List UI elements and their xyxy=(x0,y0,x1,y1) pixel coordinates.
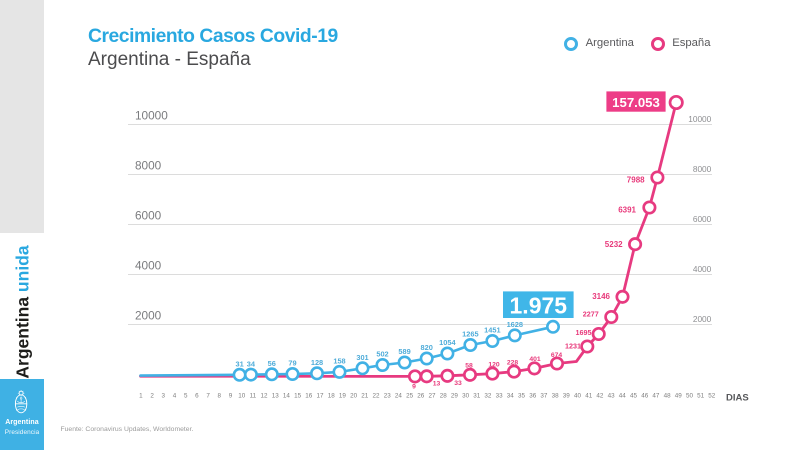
svg-text:10000: 10000 xyxy=(688,114,711,124)
svg-text:33: 33 xyxy=(454,380,462,387)
svg-text:1265: 1265 xyxy=(462,330,478,339)
svg-text:27: 27 xyxy=(428,392,436,399)
svg-text:44: 44 xyxy=(619,392,627,399)
svg-text:8: 8 xyxy=(218,392,222,399)
svg-text:37: 37 xyxy=(540,392,548,399)
svg-text:13: 13 xyxy=(272,392,280,399)
svg-text:11: 11 xyxy=(250,392,257,399)
svg-text:9: 9 xyxy=(229,392,233,399)
svg-text:3146: 3146 xyxy=(592,292,610,301)
svg-text:2000: 2000 xyxy=(135,308,162,322)
svg-text:13: 13 xyxy=(433,381,441,388)
svg-text:35: 35 xyxy=(518,392,526,399)
svg-text:1695: 1695 xyxy=(576,328,592,337)
svg-text:2000: 2000 xyxy=(693,314,712,324)
svg-text:38: 38 xyxy=(552,392,560,399)
svg-text:25: 25 xyxy=(406,392,414,399)
svg-text:56: 56 xyxy=(268,359,276,368)
svg-text:33: 33 xyxy=(496,392,504,399)
svg-text:10: 10 xyxy=(238,392,246,399)
svg-text:28: 28 xyxy=(440,392,448,399)
svg-text:9: 9 xyxy=(412,383,416,390)
svg-text:32: 32 xyxy=(484,392,492,399)
svg-text:36: 36 xyxy=(529,392,537,399)
svg-text:79: 79 xyxy=(288,359,296,368)
svg-text:6000: 6000 xyxy=(693,214,712,224)
svg-text:DIAS: DIAS xyxy=(726,392,749,403)
svg-text:2: 2 xyxy=(150,392,154,399)
svg-text:34: 34 xyxy=(507,392,515,399)
svg-text:19: 19 xyxy=(339,392,347,399)
svg-text:1.975: 1.975 xyxy=(510,293,568,319)
svg-text:34: 34 xyxy=(247,359,256,368)
svg-text:43: 43 xyxy=(608,392,616,399)
svg-text:42: 42 xyxy=(596,392,604,399)
svg-text:301: 301 xyxy=(356,353,368,362)
svg-text:8000: 8000 xyxy=(693,164,712,174)
svg-text:4: 4 xyxy=(173,392,177,399)
svg-text:4000: 4000 xyxy=(693,264,712,274)
svg-text:47: 47 xyxy=(652,392,660,399)
svg-text:46: 46 xyxy=(641,392,649,399)
svg-text:820: 820 xyxy=(421,343,433,352)
svg-text:128: 128 xyxy=(311,358,323,367)
svg-text:1054: 1054 xyxy=(439,338,456,347)
svg-text:401: 401 xyxy=(529,356,541,363)
svg-text:7988: 7988 xyxy=(627,175,645,184)
svg-text:48: 48 xyxy=(664,392,672,399)
svg-text:4000: 4000 xyxy=(135,258,162,272)
svg-text:1451: 1451 xyxy=(484,326,500,335)
svg-text:674: 674 xyxy=(551,352,563,359)
svg-text:41: 41 xyxy=(585,392,593,399)
svg-text:30: 30 xyxy=(462,392,470,399)
svg-text:5: 5 xyxy=(184,392,188,399)
svg-text:49: 49 xyxy=(675,392,683,399)
svg-text:50: 50 xyxy=(686,392,694,399)
svg-text:52: 52 xyxy=(708,392,716,399)
svg-text:3: 3 xyxy=(162,392,166,399)
svg-text:20: 20 xyxy=(350,392,358,399)
svg-text:29: 29 xyxy=(451,392,459,399)
svg-text:228: 228 xyxy=(507,360,519,367)
svg-text:23: 23 xyxy=(384,392,392,399)
svg-text:12: 12 xyxy=(260,392,268,399)
svg-text:18: 18 xyxy=(328,392,336,399)
svg-text:21: 21 xyxy=(361,392,369,399)
svg-text:589: 589 xyxy=(398,347,410,356)
svg-text:120: 120 xyxy=(488,362,500,369)
svg-text:6391: 6391 xyxy=(618,205,636,214)
svg-text:1: 1 xyxy=(139,392,143,399)
svg-text:15: 15 xyxy=(294,392,302,399)
svg-text:31: 31 xyxy=(235,360,243,369)
svg-text:2277: 2277 xyxy=(583,310,599,319)
svg-text:6: 6 xyxy=(195,392,199,399)
svg-text:16: 16 xyxy=(305,392,313,399)
svg-text:26: 26 xyxy=(417,392,425,399)
svg-text:17: 17 xyxy=(316,392,324,399)
svg-text:14: 14 xyxy=(283,392,291,399)
svg-text:40: 40 xyxy=(574,392,582,399)
svg-text:6000: 6000 xyxy=(135,208,162,222)
svg-text:8000: 8000 xyxy=(135,158,162,172)
svg-text:45: 45 xyxy=(630,392,638,399)
svg-text:5232: 5232 xyxy=(605,240,623,249)
svg-text:51: 51 xyxy=(697,392,705,399)
svg-text:24: 24 xyxy=(395,392,403,399)
svg-text:22: 22 xyxy=(372,392,380,399)
svg-text:158: 158 xyxy=(333,357,345,366)
svg-text:39: 39 xyxy=(563,392,571,399)
svg-text:1231: 1231 xyxy=(565,341,581,350)
svg-text:58: 58 xyxy=(465,363,473,370)
svg-text:502: 502 xyxy=(376,350,388,359)
svg-text:10000: 10000 xyxy=(135,108,168,122)
svg-text:31: 31 xyxy=(473,392,481,399)
svg-text:157.053: 157.053 xyxy=(612,95,660,110)
svg-text:1628: 1628 xyxy=(507,320,523,329)
svg-text:7: 7 xyxy=(206,392,210,399)
